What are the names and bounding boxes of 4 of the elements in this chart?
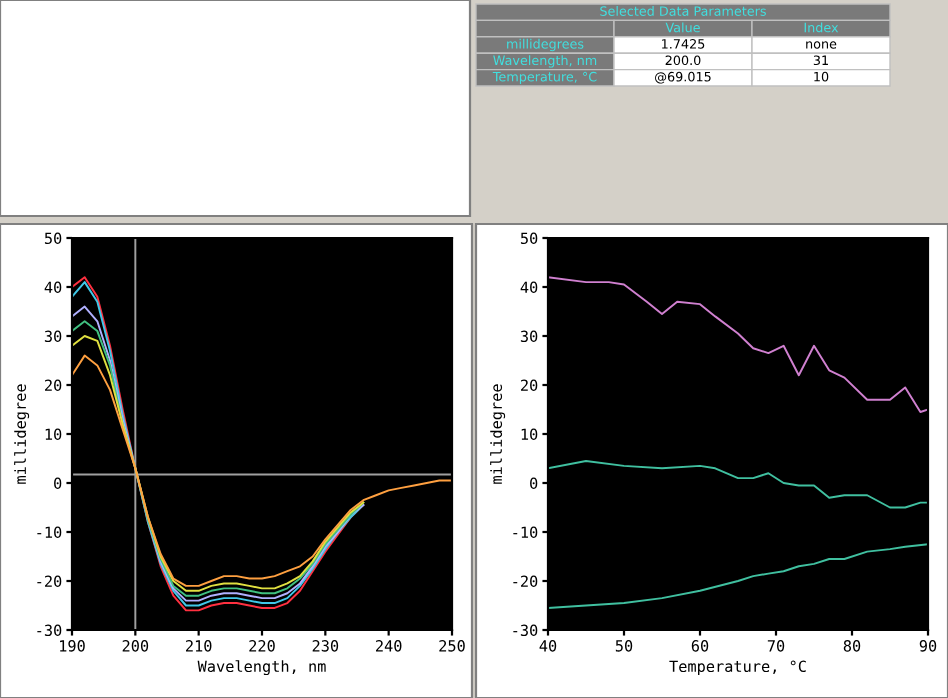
line-series xyxy=(548,276,928,413)
line-series xyxy=(548,459,928,509)
line-series xyxy=(548,543,928,609)
line-series xyxy=(72,354,452,587)
